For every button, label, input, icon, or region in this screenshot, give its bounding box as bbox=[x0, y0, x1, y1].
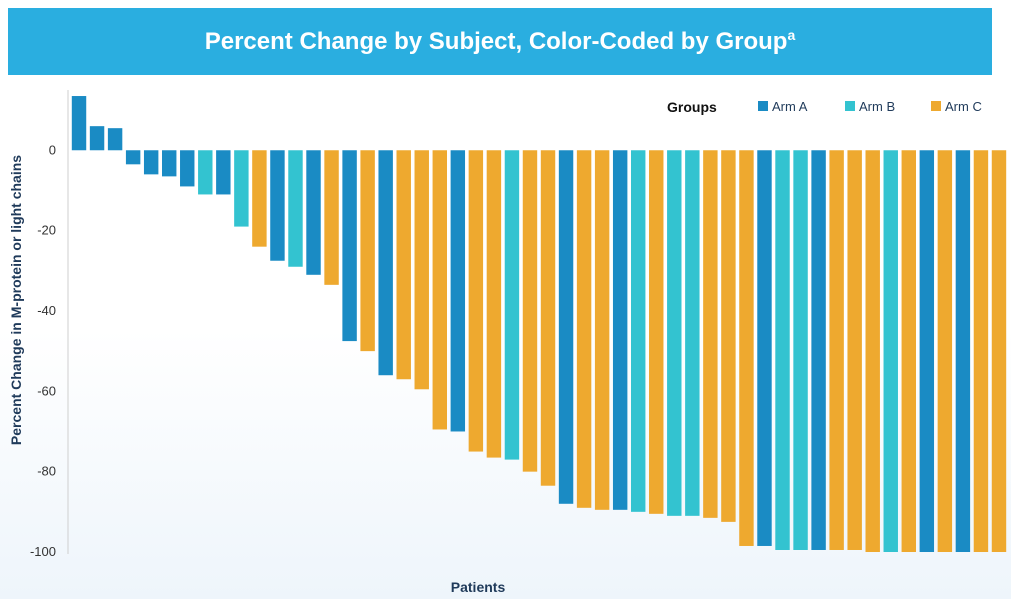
bar-patient-44 bbox=[847, 150, 862, 550]
y-axis-title: Percent Change in M-protein or light cha… bbox=[8, 155, 24, 445]
bar-patient-5 bbox=[143, 150, 159, 175]
chart-title-footnote: a bbox=[787, 27, 796, 43]
legend-title: Groups bbox=[667, 99, 717, 115]
bar-patient-20 bbox=[414, 150, 429, 390]
bar-patient-24 bbox=[486, 150, 502, 458]
bar-patient-51 bbox=[973, 150, 989, 552]
legend-label: Arm C bbox=[945, 99, 982, 114]
bar-patient-29 bbox=[576, 150, 592, 508]
legend-label: Arm B bbox=[859, 99, 895, 114]
bar-patient-11 bbox=[252, 150, 267, 247]
y-tick-label: -80 bbox=[37, 464, 56, 479]
bar-patient-10 bbox=[234, 150, 249, 227]
bar-patient-49 bbox=[937, 150, 953, 552]
bar-patient-9 bbox=[216, 150, 231, 195]
bar-patient-36 bbox=[703, 150, 718, 518]
bar-patient-14 bbox=[306, 150, 321, 275]
bar-patient-40 bbox=[775, 150, 790, 550]
legend-item-arm-b: Arm B bbox=[845, 99, 895, 114]
bar-patient-23 bbox=[468, 150, 484, 452]
legend: Groups Arm A Arm B Arm C bbox=[667, 99, 982, 115]
bar-patient-1 bbox=[71, 96, 87, 151]
chart-title-text: Percent Change by Subject, Color-Coded b… bbox=[204, 28, 788, 55]
bar-patient-18 bbox=[378, 150, 393, 376]
legend-swatch bbox=[758, 101, 768, 111]
bar-patient-39 bbox=[757, 150, 772, 546]
y-tick-label: -20 bbox=[37, 223, 56, 238]
bar-patient-50 bbox=[955, 150, 971, 552]
legend-item-arm-a: Arm A bbox=[758, 99, 808, 114]
legend-swatch bbox=[931, 101, 941, 111]
y-tick-label: 0 bbox=[49, 142, 56, 157]
bar-patient-6 bbox=[162, 150, 177, 177]
bar-patient-8 bbox=[198, 150, 213, 195]
bar-patient-47 bbox=[901, 150, 916, 552]
bar-patient-2 bbox=[89, 126, 105, 151]
x-axis-title: Patients bbox=[451, 579, 506, 595]
bar-patient-41 bbox=[793, 150, 808, 550]
bar-patient-7 bbox=[180, 150, 195, 187]
y-tick-label: -60 bbox=[37, 383, 56, 398]
bar-patient-4 bbox=[125, 150, 141, 165]
bar-patient-12 bbox=[270, 150, 285, 261]
bar-patient-15 bbox=[324, 150, 339, 285]
bar-patient-31 bbox=[612, 150, 628, 510]
bar-patient-38 bbox=[739, 150, 754, 546]
bars-layer bbox=[71, 96, 1007, 552]
bar-patient-35 bbox=[685, 150, 700, 516]
y-tick-label: -40 bbox=[37, 303, 56, 318]
bar-patient-33 bbox=[649, 150, 664, 514]
legend-items: Arm A Arm B Arm C bbox=[758, 99, 982, 114]
bar-patient-28 bbox=[558, 150, 574, 504]
bar-patient-30 bbox=[594, 150, 610, 510]
bar-patient-3 bbox=[107, 128, 123, 151]
y-tick-label: -100 bbox=[30, 544, 56, 559]
bar-patient-27 bbox=[540, 150, 556, 486]
legend-swatch bbox=[845, 101, 855, 111]
legend-label: Arm A bbox=[772, 99, 808, 114]
bar-patient-42 bbox=[811, 150, 826, 550]
bar-patient-17 bbox=[360, 150, 375, 352]
bar-patient-34 bbox=[667, 150, 682, 516]
bar-patient-45 bbox=[865, 150, 880, 552]
bar-patient-16 bbox=[342, 150, 357, 342]
bar-patient-46 bbox=[883, 150, 898, 552]
bar-patient-43 bbox=[829, 150, 844, 550]
bar-patient-26 bbox=[522, 150, 538, 472]
chart-title: Percent Change by Subject, Color-Coded b… bbox=[205, 27, 796, 56]
bar-patient-37 bbox=[721, 150, 736, 522]
title-banner: Percent Change by Subject, Color-Coded b… bbox=[8, 8, 992, 75]
bar-patient-19 bbox=[396, 150, 411, 380]
bar-patient-32 bbox=[631, 150, 646, 512]
bar-patient-22 bbox=[450, 150, 466, 432]
bar-patient-21 bbox=[432, 150, 447, 430]
bar-patient-48 bbox=[919, 150, 935, 552]
bar-patient-25 bbox=[504, 150, 520, 460]
bar-patient-52 bbox=[991, 150, 1007, 552]
bar-patient-13 bbox=[288, 150, 303, 267]
y-ticks: 0 -20 -40 -60 -80 -100 bbox=[30, 142, 56, 559]
legend-item-arm-c: Arm C bbox=[931, 99, 982, 114]
